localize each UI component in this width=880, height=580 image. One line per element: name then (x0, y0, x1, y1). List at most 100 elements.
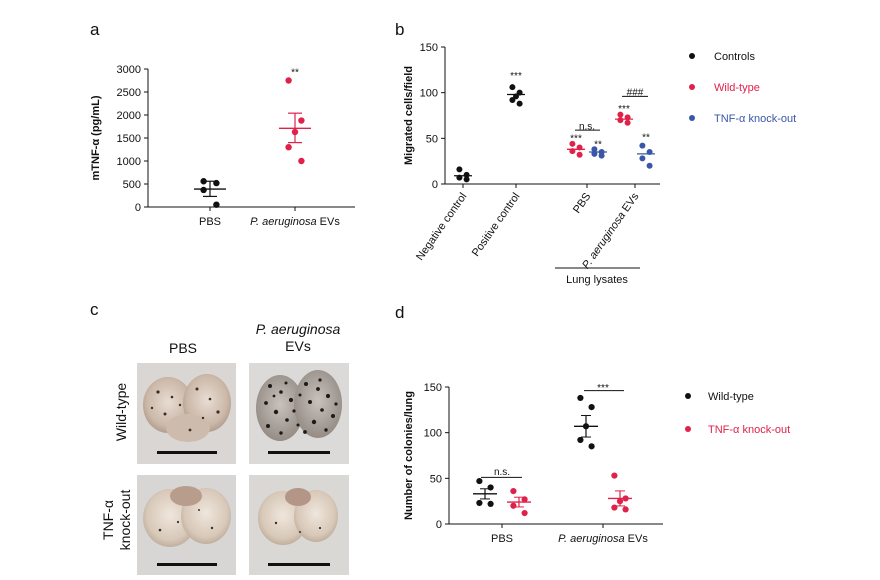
y-axis-label-b: Migrated cells/field (403, 66, 415, 165)
photo-wildtype-pbs (137, 363, 236, 464)
significance-b: *** (510, 71, 522, 82)
data-point-d (622, 495, 629, 502)
y-tick-label-a: 0 (135, 202, 141, 214)
y-tick-label-d: 50 (430, 473, 442, 485)
data-point-d (476, 499, 483, 507)
panel-letter-c: c (90, 300, 99, 319)
y-tick-label-a: 3000 (117, 64, 141, 76)
photo-wildtype-evs (249, 363, 349, 464)
data-point-b (591, 146, 598, 153)
data-point-b (516, 89, 523, 96)
significance-b: *** (570, 133, 582, 144)
significance-b: ** (594, 140, 602, 151)
y-tick-label-d: 100 (424, 428, 442, 440)
legend-label-d: Wild-type (708, 391, 754, 403)
data-point-b (569, 148, 576, 155)
photo-knockout-pbs (137, 475, 236, 575)
x-tick-label-b: PBS (571, 191, 593, 216)
data-point-d (476, 477, 483, 485)
data-point-a (291, 128, 299, 136)
x-tick-label-d: P. aeruginosa EVs (558, 533, 648, 545)
data-point-d (582, 423, 590, 430)
x-tick-label-italic: P. aeruginosa (250, 216, 316, 228)
data-point-b (463, 176, 470, 183)
photo-knockout-evs (249, 475, 349, 575)
data-point-d (588, 443, 595, 450)
data-point-d (588, 403, 595, 411)
data-point-b (569, 140, 576, 147)
significance-d: n.s. (494, 467, 510, 478)
data-point-d (622, 506, 629, 513)
panel-letter-d: d (395, 303, 404, 322)
legend-label-b: Wild-type (714, 82, 760, 94)
data-point-b (576, 151, 583, 158)
significance-a: ** (291, 67, 299, 78)
x-tick-label-b: Positive control (470, 191, 523, 259)
data-point-a (285, 77, 292, 84)
data-point-d (611, 472, 618, 479)
data-point-d (487, 500, 494, 508)
data-point-b (509, 96, 516, 103)
photo-col-label-evs-line2: EVs (285, 338, 311, 354)
y-tick-label-a: 1000 (117, 156, 141, 168)
data-point-b (617, 117, 624, 124)
data-point-b (463, 171, 470, 178)
data-point-b (624, 119, 631, 126)
data-point-d (487, 484, 494, 491)
y-tick-label-b: 150 (420, 42, 438, 54)
legend-label-b: TNF-α knock-out (714, 113, 796, 125)
y-tick-label-d: 0 (436, 519, 442, 531)
group-label-b: Lung lysates (566, 274, 628, 286)
y-tick-label-b: 0 (432, 179, 438, 191)
x-tick-label-rest: EVs (625, 533, 649, 545)
data-point-a (298, 157, 305, 165)
legend-label-b: Controls (714, 51, 755, 63)
data-point-b (624, 114, 631, 121)
data-point-d (521, 496, 528, 503)
data-point-b (513, 93, 519, 100)
data-point-b (516, 100, 523, 107)
data-point-d (510, 502, 517, 509)
data-point-a (213, 201, 220, 208)
legend-marker-b (689, 84, 695, 90)
chart-b: 0 50 100 150 Migrated cells/field Negative co… (403, 42, 796, 286)
y-axis-label-d: Number of colonies/lung (403, 391, 415, 520)
data-point-a (285, 144, 292, 151)
y-tick-label-d: 150 (424, 382, 442, 394)
data-point-b (591, 150, 598, 157)
y-axis-label-a: mTNF-α (pg/mL) (90, 95, 102, 180)
x-tick-label-italic: P. aeruginosa (580, 210, 628, 271)
data-point-b (456, 166, 463, 173)
data-point-a (200, 186, 207, 194)
legend-marker-b (689, 115, 695, 121)
legend-marker-d (685, 426, 691, 432)
x-tick-label-rest: EVs (618, 190, 641, 216)
photo-col-label-pbs: PBS (169, 340, 197, 356)
data-point-d (510, 488, 517, 495)
y-tick-label-a: 500 (123, 179, 141, 191)
x-tick-label-d: PBS (491, 533, 513, 545)
data-point-b (639, 155, 646, 162)
data-point-b (598, 152, 605, 159)
data-point-d (616, 498, 624, 505)
data-point-d (577, 436, 584, 444)
data-point-d (577, 394, 584, 402)
significance-d: *** (597, 383, 609, 394)
y-tick-label-a: 1500 (117, 133, 141, 145)
data-point-b (509, 84, 516, 91)
panel-letter-b: b (395, 20, 404, 39)
photo-row-label-ko-line1: TNF-α (100, 500, 116, 540)
data-point-b (639, 142, 646, 149)
significance-b: ** (642, 132, 650, 143)
data-point-d (521, 509, 528, 517)
legend-marker-b (689, 53, 695, 59)
data-point-b (646, 162, 653, 169)
x-tick-label-a: P. aeruginosa EVs (250, 216, 340, 228)
panel-letter-a: a (90, 20, 100, 39)
chart-a: 0 500 1000 1500 2000 2500 3000 mTNF-α (pg/mL) PB… (90, 64, 355, 228)
significance-b: ### (627, 88, 644, 99)
legend-marker-d (685, 393, 691, 399)
data-point-d (611, 504, 618, 511)
y-tick-label-b: 50 (426, 133, 438, 145)
